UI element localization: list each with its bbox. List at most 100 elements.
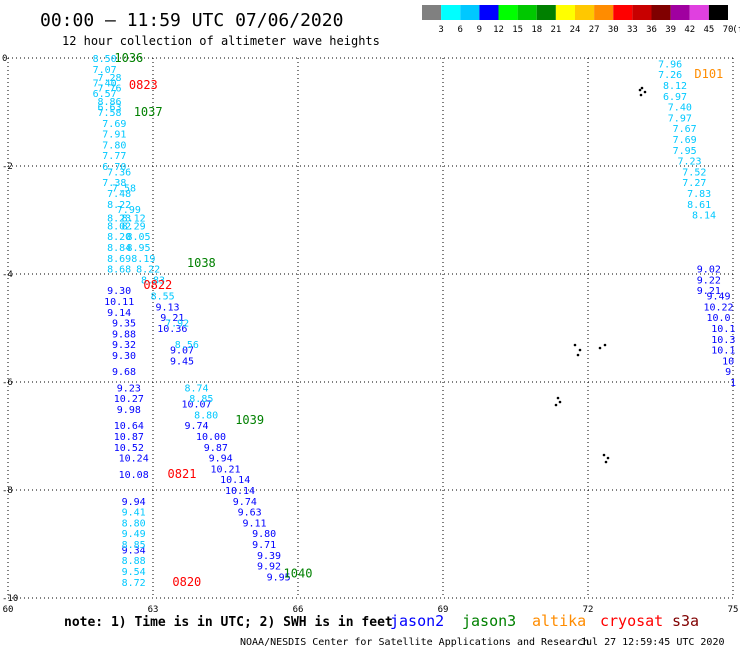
colorbar-swatch (441, 5, 461, 20)
time-label: 1040 (284, 567, 313, 581)
data-point-label: 9.63 (238, 508, 262, 519)
land-outline-dot (639, 93, 643, 97)
colorbar-swatch (517, 5, 537, 20)
data-point-label: 10.14 (225, 486, 255, 497)
colorbar-swatch (536, 5, 556, 20)
colorbar-label: 24 (570, 25, 581, 35)
colorbar-swatch (575, 5, 595, 20)
data-point-label: 6.63 (97, 103, 121, 114)
land-outline-dot (556, 396, 560, 400)
data-point-label: 8.56 (175, 340, 199, 351)
data-point-label: 10 (722, 356, 734, 367)
data-point-label: 9.14 (107, 308, 131, 319)
data-point-label: 7.95 (673, 146, 697, 157)
data-point-label: 9.32 (112, 340, 136, 351)
colorbar-swatch (422, 5, 442, 20)
footer-credit: NOAA/NESDIS Center for Satellite Applica… (240, 637, 589, 648)
data-point-label: 8.74 (184, 383, 208, 394)
y-tick-label: -8 (2, 486, 13, 496)
data-point-label: 9.30 (107, 286, 131, 297)
colorbar-label: 45 (703, 25, 714, 35)
data-point-label: 6.70 (102, 162, 126, 173)
data-point-label: 9.74 (233, 497, 257, 508)
data-point-label: 8.86 (97, 97, 121, 108)
data-point-label: 6.57 (93, 89, 117, 100)
data-point-label: 9.13 (155, 302, 179, 313)
data-point-label: 8.12 (122, 213, 146, 224)
data-point-label: 8.22 (136, 265, 160, 276)
land-outline-dot (603, 343, 607, 347)
land-outline-dot (606, 456, 610, 460)
colorbar-label: 30 (608, 25, 619, 35)
data-point-label: 10.27 (114, 394, 144, 405)
data-point-label: 7.97 (668, 113, 692, 124)
data-point-label: 7.58 (97, 108, 121, 119)
time-label: 1039 (235, 413, 264, 427)
data-point-label: 7.28 (97, 73, 121, 84)
data-point-label: 9.21 (697, 286, 721, 297)
data-point-label: 9.45 (170, 356, 194, 367)
data-point-label: 9.71 (252, 540, 276, 551)
data-point-label: 8.80 (194, 410, 218, 421)
time-label: 0822 (143, 278, 172, 292)
data-point-label: 9.49 (122, 529, 146, 540)
data-point-label: 7.77 (102, 151, 126, 162)
data-point-label: 7.40 (668, 103, 692, 114)
colorbar-label: 70 (723, 25, 734, 35)
data-point-label: 9.35 (112, 319, 136, 330)
colorbar-label: 3 (438, 25, 443, 35)
colorbar-label: 42 (684, 25, 695, 35)
data-point-label: 10.1 (711, 324, 735, 335)
data-point-label: 9.95 (267, 572, 291, 583)
data-point-label: 8.22 (107, 200, 131, 211)
data-point-label: 9.30 (112, 351, 136, 362)
land-outline-dot (578, 348, 582, 352)
data-point-label: 10.08 (119, 470, 149, 481)
data-point-label: 8.84 (107, 243, 131, 254)
colorbar-swatch (594, 5, 614, 20)
x-tick-label: 72 (583, 605, 594, 615)
land-outline-dot (573, 343, 577, 347)
legend-item-s3a: s3a (672, 612, 699, 630)
x-tick-label: 75 (728, 605, 739, 615)
colorbar-swatch (708, 5, 728, 20)
data-point-label: 7.92 (165, 319, 189, 330)
x-tick-label: 69 (438, 605, 449, 615)
colorbar-swatch (498, 5, 518, 20)
data-point-label: 8.14 (692, 211, 716, 222)
land-outline-dot (576, 353, 580, 357)
data-point-label: 9.22 (697, 275, 721, 286)
data-point-label: 6.97 (663, 92, 687, 103)
land-outline-dot (598, 346, 602, 350)
data-point-label: 7.96 (658, 59, 682, 70)
colorbar-label: 9 (477, 25, 482, 35)
data-point-label: 7.36 (107, 167, 131, 178)
data-point-label: 8.72 (122, 578, 146, 589)
data-point-label: 10.87 (114, 432, 144, 443)
time-label: 0823 (129, 78, 158, 92)
data-point-label: 7.99 (117, 205, 141, 216)
y-tick-label: -6 (2, 378, 13, 388)
data-point-label: 7.38 (102, 178, 126, 189)
colorbar-swatch (555, 5, 575, 20)
data-point-label: 9.68 (112, 367, 136, 378)
land-outline-dot (558, 400, 562, 404)
colorbar-label: 33 (627, 25, 638, 35)
data-point-label: 8.55 (151, 292, 175, 303)
y-tick-label: 0 (2, 54, 7, 64)
legend-item-jason3: jason3 (462, 612, 516, 630)
footer-timestamp: Jul 27 12:59:45 UTC 2020 (580, 637, 725, 648)
colorbar-swatch (651, 5, 671, 20)
data-point-label: 10.00 (196, 432, 226, 443)
data-point-label: 8.69 (107, 254, 131, 265)
land-outline-dot (602, 453, 606, 457)
data-point-label: 7.67 (673, 124, 697, 135)
data-point-label: 8.12 (663, 81, 687, 92)
data-point-label: 10.36 (157, 324, 187, 335)
data-point-label: 7.48 (107, 189, 131, 200)
data-point-label: 9.94 (209, 454, 233, 465)
data-point-label: 7.27 (682, 178, 706, 189)
